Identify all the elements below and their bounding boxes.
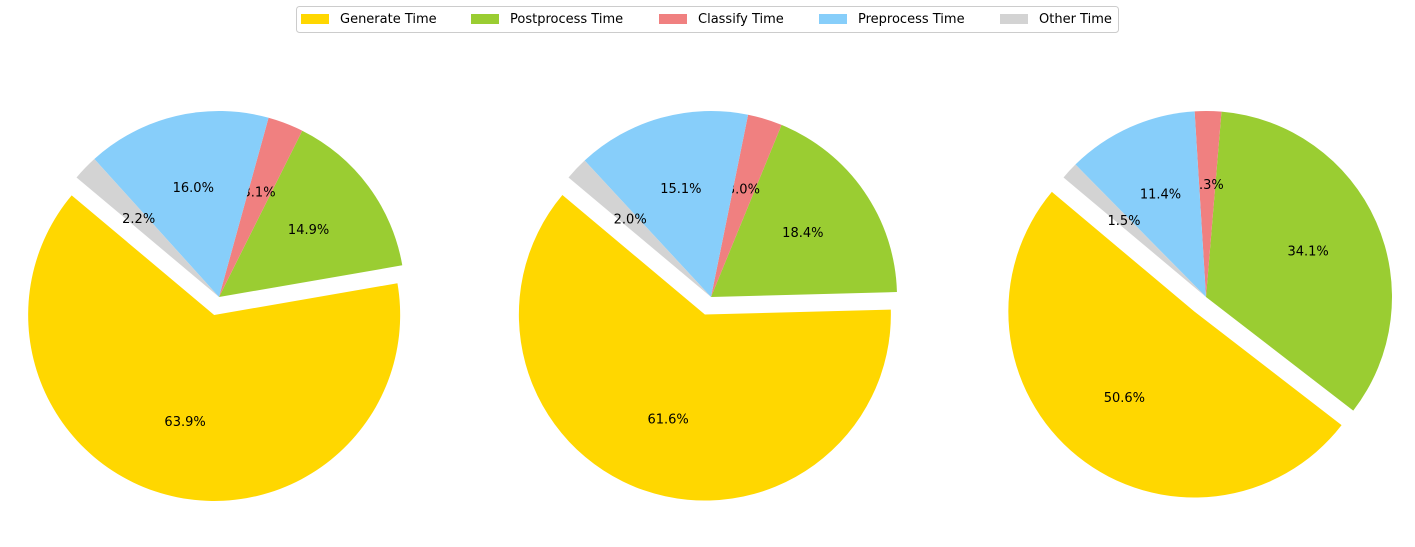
pie-slice (94, 111, 269, 298)
pie-slice (584, 110, 749, 297)
value-label: 18.4% (782, 226, 823, 241)
pie-slice (711, 114, 782, 297)
value-label: 11.4% (1140, 188, 1181, 203)
legend-label: Classify Time (698, 12, 784, 27)
value-label: 16.0% (173, 181, 214, 196)
pie-slice (28, 195, 401, 501)
legend-label: Generate Time (340, 12, 437, 27)
pie-slice (76, 158, 219, 297)
pie-slice (1075, 111, 1206, 297)
legend-swatch (471, 14, 499, 24)
value-label: 61.6% (647, 412, 688, 427)
value-label: 50.6% (1104, 391, 1145, 406)
legend-label: Preprocess Time (858, 12, 965, 27)
value-label: 63.9% (164, 415, 205, 430)
pie-slice (219, 117, 303, 297)
pie-slice (1063, 164, 1206, 297)
legend-swatch (1000, 14, 1028, 24)
pie-slice (1206, 111, 1392, 411)
value-label: 14.9% (288, 223, 329, 238)
pie-slice (568, 160, 711, 297)
legend-label: Postprocess Time (510, 12, 623, 27)
value-label: 2.0% (614, 213, 647, 228)
legend-label: Other Time (1039, 12, 1112, 27)
legend-swatch (301, 14, 329, 24)
legend-swatch (819, 14, 847, 24)
value-label: 34.1% (1287, 244, 1328, 259)
value-label: 1.5% (1107, 214, 1140, 229)
value-label: 2.2% (122, 212, 155, 227)
legend-box (296, 6, 1119, 33)
pie-slice (711, 124, 897, 297)
legend-swatch (659, 14, 687, 24)
value-label: 3.1% (243, 185, 276, 200)
pie-slice (219, 130, 403, 297)
pie-slice (1194, 110, 1222, 297)
pie-slice (1008, 191, 1342, 498)
value-label: 3.0% (727, 183, 760, 198)
pie-slice (518, 195, 891, 501)
value-label: 15.1% (660, 182, 701, 197)
